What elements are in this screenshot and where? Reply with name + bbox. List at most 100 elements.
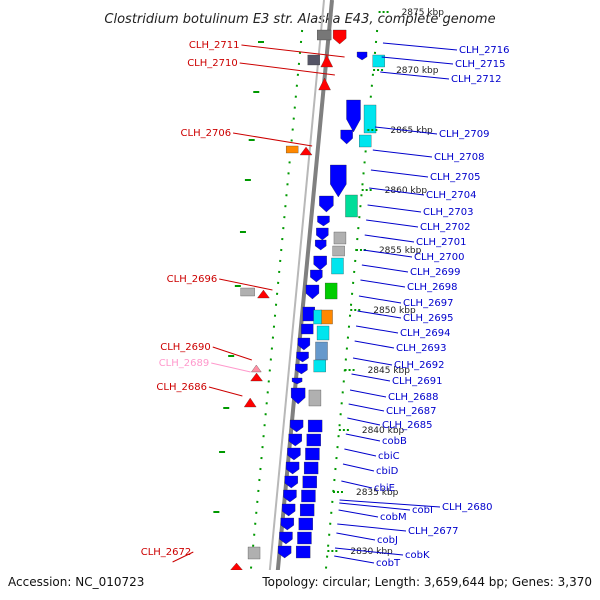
right-gene-label: CLH_2699: [410, 267, 461, 278]
gene-blue-arrow: [315, 239, 327, 251]
leader-line: [341, 480, 373, 489]
kbp-label: 2860 kbp: [385, 186, 428, 196]
gene-blue-arrow: [289, 419, 304, 433]
leader-line: [241, 44, 345, 58]
gene-gray: [316, 29, 332, 41]
accession-text: Accession: NC_010723: [8, 575, 144, 589]
left-gene-label: CLH_2686: [156, 382, 207, 393]
leader-line: [374, 126, 438, 135]
footer-band: [0, 570, 600, 600]
kbp-label: 2840 kbp: [362, 426, 405, 436]
gene-pink-arrow: [251, 364, 262, 373]
gene-blue-arrow: [313, 255, 327, 271]
right-gene-label: CLH_2701: [416, 237, 467, 248]
gene-blue-arrow: [280, 517, 294, 531]
leader-line: [372, 149, 433, 158]
left-gene-label: CLH_2696: [167, 274, 218, 285]
gene-gray: [240, 287, 255, 297]
gene-gray: [247, 546, 261, 560]
right-gene-label: CLH_2695: [403, 313, 454, 324]
leader-line: [345, 433, 381, 442]
gene-gray: [332, 245, 345, 257]
right-gene-label: CLH_2685: [382, 420, 433, 431]
gene-blue: [295, 545, 311, 559]
gene-blue: [305, 447, 320, 461]
gene-blue-arrow: [277, 545, 292, 559]
gene-blue: [298, 517, 313, 531]
map-title: Clostridium botulinum E3 str. Alaska E43…: [104, 12, 495, 27]
backbone-line-inner: [266, 0, 325, 600]
right-gene-label: CLH_2700: [414, 252, 465, 263]
right-gene-label: CLH_2716: [459, 45, 510, 56]
gene-cyan: [359, 134, 372, 148]
leader-line: [369, 187, 425, 196]
gene-blue: [306, 433, 321, 447]
right-gene-label: cobM: [380, 512, 407, 523]
gene-red-arrow: [320, 54, 334, 68]
gene-blue: [307, 419, 323, 433]
right-gene-label: cobI: [412, 505, 433, 516]
leader-line: [219, 278, 273, 291]
kbp-label: 2875 kbp: [402, 8, 445, 18]
gene-blue-arrow: [296, 351, 309, 363]
gene-blue-arrow: [316, 227, 329, 241]
leader-line: [358, 295, 402, 304]
leader-line: [351, 373, 391, 382]
gene-red-arrow: [230, 562, 243, 571]
leader-line: [339, 502, 411, 511]
gene-red-arrow: [299, 146, 313, 156]
outer-guide-ring: [322, 29, 379, 600]
right-gene-label: CLH_2702: [420, 222, 471, 233]
right-gene-label: cobK: [405, 550, 430, 561]
gene-blue-arrow: [356, 51, 368, 61]
leader-line: [239, 62, 335, 76]
kbp-label: 2845 kbp: [368, 366, 411, 376]
gene-blue-arrow: [279, 531, 293, 545]
kbp-label: 2835 kbp: [356, 488, 399, 498]
leader-line: [357, 310, 402, 319]
gene-cyan: [331, 257, 344, 275]
right-gene-label: CLH_2677: [408, 526, 459, 537]
right-gene-label: CLH_2693: [396, 343, 447, 354]
leader-line: [366, 219, 419, 228]
leader-line: [344, 448, 377, 457]
gene-blue-arrow: [295, 363, 308, 375]
gene-gray: [308, 389, 322, 407]
left-gene-label: CLH_2711: [189, 40, 240, 51]
leader-line: [381, 56, 454, 65]
gene-blue: [302, 306, 315, 322]
leader-line: [172, 551, 194, 563]
gene-blue-arrow: [287, 447, 301, 461]
leader-line: [382, 42, 458, 51]
gene-red-arrow: [250, 372, 263, 382]
leader-line: [349, 389, 387, 398]
right-gene-label: CLH_2709: [439, 129, 490, 140]
left-gene-label: CLH_2690: [160, 342, 211, 353]
backbone-line: [273, 0, 334, 600]
left-gene-label: CLH_2672: [141, 547, 192, 558]
leader-line: [347, 417, 381, 426]
kbp-label: 2870 kbp: [396, 66, 439, 76]
right-gene-label: CLH_2705: [430, 172, 481, 183]
right-gene-label: cbiE: [374, 483, 395, 494]
right-gene-label: cbiD: [376, 466, 399, 477]
kbp-label: 2850 kbp: [373, 306, 416, 316]
gene-orange: [320, 309, 333, 325]
leader-line: [336, 532, 376, 541]
gene-blue-arrow: [291, 377, 303, 385]
right-gene-label: CLH_2687: [386, 406, 437, 417]
leader-line: [354, 340, 395, 349]
genome-backbone: [266, 0, 334, 600]
gene-red-arrow: [257, 289, 270, 299]
inner-guide-ring: [247, 29, 304, 600]
leader-line: [355, 325, 399, 334]
right-gene-label: CLH_2703: [423, 207, 474, 218]
right-gene-label: CLH_2697: [403, 298, 454, 309]
gene-blue-arrow: [285, 461, 300, 475]
leader-line: [380, 71, 450, 80]
right-gene-label: CLH_2691: [392, 376, 443, 387]
gene-blue-arrow: [310, 269, 323, 283]
right-gene-label: CLH_2692: [394, 360, 445, 371]
gene-blue-arrow: [284, 475, 298, 489]
